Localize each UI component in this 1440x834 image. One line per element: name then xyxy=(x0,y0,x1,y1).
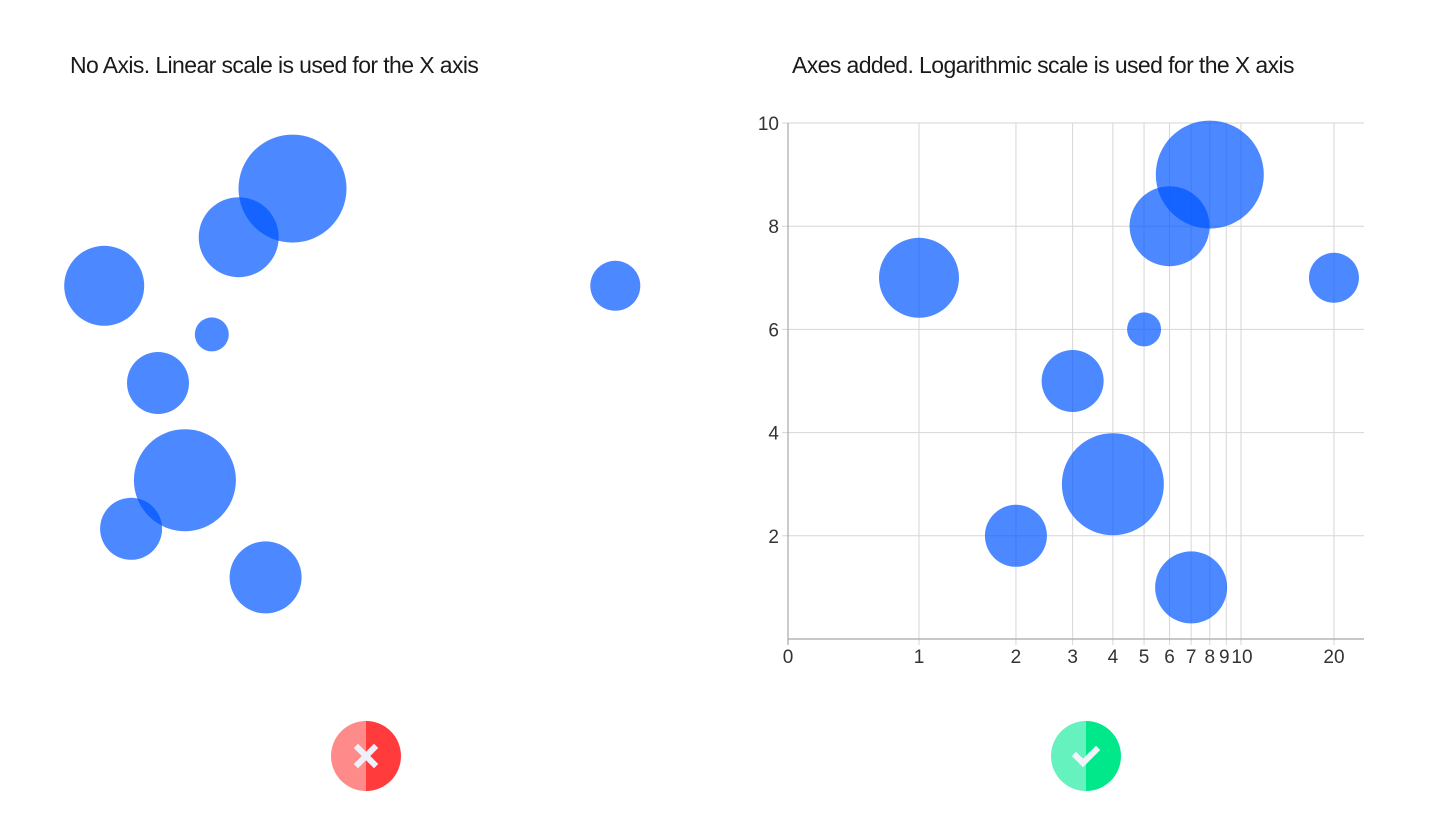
x-tick-label: 10 xyxy=(1231,647,1252,668)
bubble xyxy=(879,237,959,318)
x-tick-label: 4 xyxy=(1108,647,1119,668)
x-tick-label: 8 xyxy=(1205,647,1216,668)
y-tick-label: 6 xyxy=(768,320,779,341)
x-tick-label: 0 xyxy=(783,647,794,668)
x-tick-label: 9 xyxy=(1219,647,1230,668)
cross-icon xyxy=(353,743,379,769)
right-chart-title: Axes added. Logarithmic scale is used fo… xyxy=(792,52,1295,78)
bubble xyxy=(1155,120,1264,229)
bubble xyxy=(1061,433,1164,536)
y-tick-label: 4 xyxy=(768,424,779,445)
left-bubble-chart xyxy=(64,134,641,614)
x-tick-label: 20 xyxy=(1323,647,1344,668)
bubble xyxy=(229,541,302,614)
x-tick-label: 2 xyxy=(1011,647,1022,668)
good-example-badge xyxy=(1051,721,1121,791)
left-chart-title: No Axis. Linear scale is used for the X … xyxy=(70,52,479,78)
bubble xyxy=(64,245,145,326)
bubble xyxy=(127,352,189,414)
bubble xyxy=(1155,551,1228,624)
bubble xyxy=(133,429,236,532)
bubble xyxy=(590,260,641,311)
bubble xyxy=(1308,252,1359,303)
y-tick-label: 10 xyxy=(758,114,779,135)
bubble xyxy=(194,317,229,352)
x-tick-label: 6 xyxy=(1164,647,1175,668)
bubble xyxy=(238,134,347,243)
bubble xyxy=(984,504,1047,567)
x-tick-label: 3 xyxy=(1067,647,1078,668)
bad-example-badge xyxy=(331,721,401,791)
x-tick-label: 7 xyxy=(1186,647,1197,668)
bubble xyxy=(1041,350,1104,412)
x-tick-label: 5 xyxy=(1139,647,1150,668)
check-icon xyxy=(1071,745,1101,768)
y-tick-label: 2 xyxy=(768,527,779,548)
bubble xyxy=(1127,312,1162,347)
y-tick-label: 8 xyxy=(768,217,779,238)
x-tick-label: 1 xyxy=(914,647,925,668)
